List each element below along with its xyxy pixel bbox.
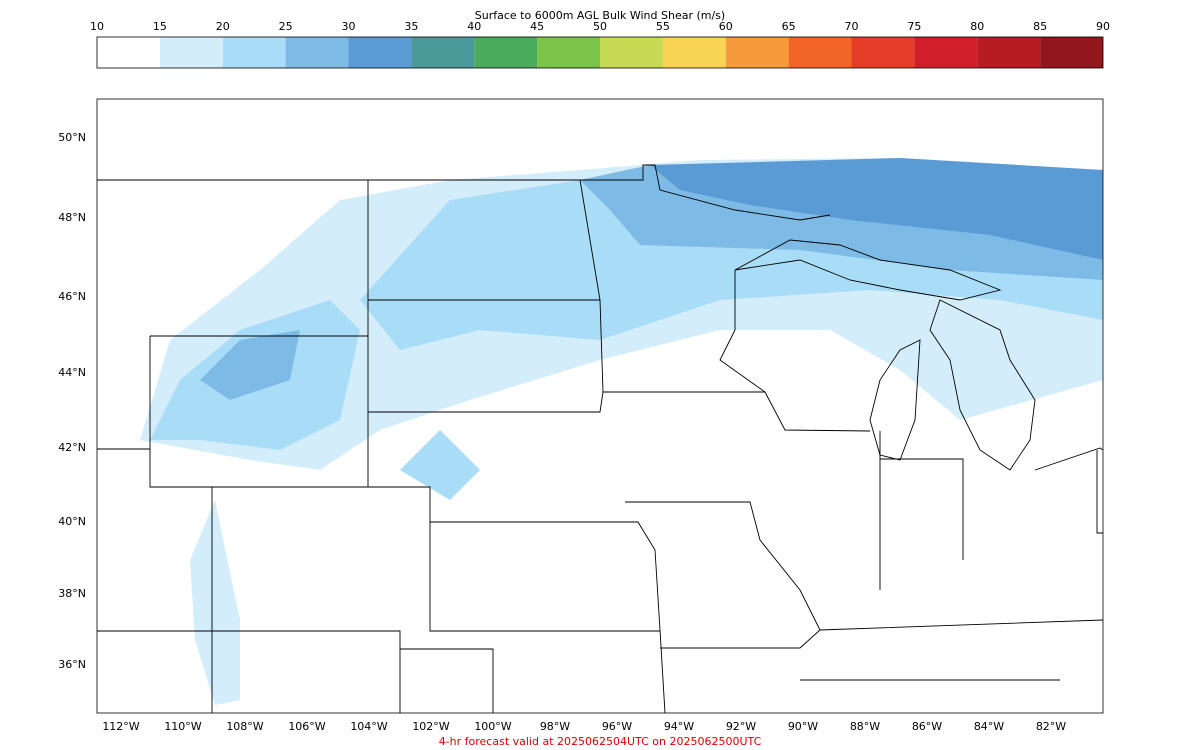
lon-label: 104°W [350, 720, 387, 733]
colorbar-bin [159, 37, 223, 68]
borders [97, 164, 1104, 714]
colorbar-tick-label: 35 [404, 20, 418, 33]
map-labels: 50°N 48°N 46°N 44°N 42°N 40°N 38°N 36°N 112°W 110… [58, 131, 1066, 733]
lon-label: 88°W [850, 720, 880, 733]
colorbar-tick-label: 90 [1096, 20, 1110, 33]
shear-15 [190, 500, 240, 705]
colorbar-bin [788, 37, 852, 68]
lon-label: 112°W [102, 720, 139, 733]
lon-label: 84°W [974, 720, 1004, 733]
colorbar-title: Surface to 6000m AGL Bulk Wind Shear (m/… [475, 9, 725, 22]
colorbar-tick-label: 30 [342, 20, 356, 33]
shear-30 [650, 158, 1103, 260]
lon-label: 96°W [602, 720, 632, 733]
colorbar-bin [851, 37, 915, 68]
colorbar-tick-label: 55 [656, 20, 670, 33]
lon-label: 94°W [664, 720, 694, 733]
colorbar-bin [977, 37, 1041, 68]
colorbar-tick-label: 10 [90, 20, 104, 33]
colorbar-bin [411, 37, 475, 68]
lon-label: 106°W [288, 720, 325, 733]
lat-label: 36°N [58, 658, 86, 671]
colorbar-bin [285, 37, 349, 68]
colorbar-tick-label: 50 [593, 20, 607, 33]
colorbar-bin [348, 37, 412, 68]
map [96, 98, 1104, 714]
lat-label: 40°N [58, 515, 86, 528]
colorbar-bin [600, 37, 663, 68]
colorbar-tick-label: 40 [467, 20, 481, 33]
lat-label: 50°N [58, 131, 86, 144]
colorbar-bin [97, 37, 160, 68]
map-frame [96, 98, 1104, 714]
shear-25 [200, 330, 300, 400]
colorbar-bin [1040, 37, 1103, 68]
colorbar-bin [662, 37, 726, 68]
colorbar-tick-label: 45 [530, 20, 544, 33]
colorbar-tick-label: 60 [719, 20, 733, 33]
colorbar-tick-label: 20 [216, 20, 230, 33]
shear-20 [400, 430, 480, 500]
colorbar-bin [222, 37, 286, 68]
colorbar-bin [474, 37, 538, 68]
lon-label: 90°W [788, 720, 818, 733]
lat-label: 46°N [58, 290, 86, 303]
lon-label: 108°W [226, 720, 263, 733]
colorbar-frame [96, 36, 1104, 69]
lat-label: 42°N [58, 441, 86, 454]
lon-label: 86°W [912, 720, 942, 733]
lon-label: 92°W [726, 720, 756, 733]
lon-label: 102°W [412, 720, 449, 733]
colorbar-tick-label: 85 [1033, 20, 1047, 33]
lat-label: 48°N [58, 211, 86, 224]
lon-label: 100°W [474, 720, 511, 733]
colorbar-tick-label: 80 [970, 20, 984, 33]
colorbar-tick-label: 75 [907, 20, 921, 33]
colorbar-tick-label: 70 [845, 20, 859, 33]
colorbar-tick-label: 25 [279, 20, 293, 33]
colorbar-tick-label: 65 [782, 20, 796, 33]
lat-label: 38°N [58, 587, 86, 600]
colorbar-bin [914, 37, 978, 68]
colorbar-bin [725, 37, 789, 68]
lon-label: 110°W [164, 720, 201, 733]
lon-label: 82°W [1036, 720, 1066, 733]
colorbar: 10 15 20 25 30 35 40 45 50 55 60 65 70 75 80 85 90 [90, 20, 1110, 69]
lon-label: 98°W [540, 720, 570, 733]
footer: 4-hr forecast valid at 2025062504UTC on … [439, 735, 762, 748]
lat-label: 44°N [58, 366, 86, 379]
colorbar-tick-label: 15 [153, 20, 167, 33]
colorbar-bin [537, 37, 600, 68]
